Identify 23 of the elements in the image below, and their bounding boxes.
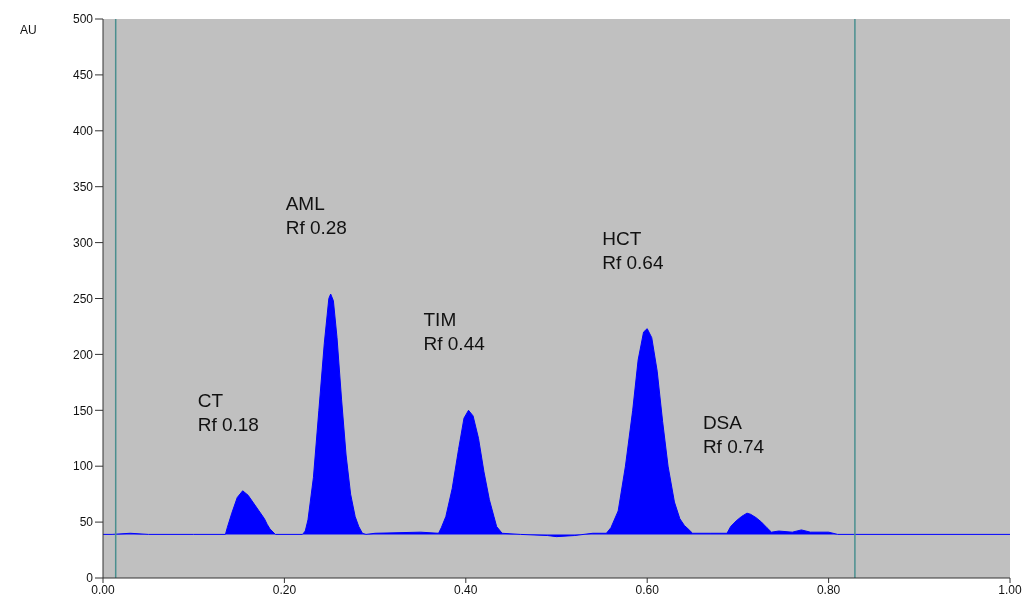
y-tick-label: 0 <box>86 571 94 586</box>
annotation: TIM Rf 0.44 <box>423 309 486 355</box>
y-tick-label: 100 <box>72 459 94 474</box>
annotation: HCT Rf 0.64 <box>602 227 664 273</box>
y-tick-label: 400 <box>72 124 94 139</box>
y-tick-label: 300 <box>72 235 94 250</box>
x-tick-label: 0.60 <box>635 582 660 597</box>
annotation: CT Rf 0.18 <box>197 389 259 435</box>
y-tick-label: 350 <box>72 179 94 194</box>
x-tick-label: 0.80 <box>816 582 841 597</box>
y-tick-label: 450 <box>72 68 94 83</box>
annotation: AML Rf 0.28 <box>285 193 347 239</box>
y-axis-title: AU <box>20 23 37 37</box>
x-tick-label: 0.00 <box>91 582 115 597</box>
y-tick-label: 50 <box>79 515 94 530</box>
y-tick-label: 250 <box>72 291 94 306</box>
x-tick-label: 0.40 <box>454 582 478 597</box>
y-tick-label: 150 <box>72 403 94 418</box>
x-tick-label: 1.00 <box>998 582 1022 597</box>
y-tick-label: 200 <box>72 347 94 362</box>
x-tick-label: 0.20 <box>272 582 297 597</box>
y-tick-label: 500 <box>72 12 94 27</box>
annotation: DSA Rf 0.74 <box>702 412 765 458</box>
